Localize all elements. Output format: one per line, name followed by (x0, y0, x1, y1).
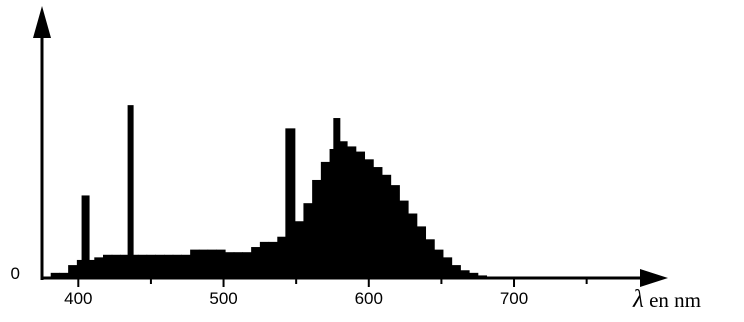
emission-line (127, 105, 134, 278)
continuum-bar (207, 249, 217, 278)
continuum-bar (268, 241, 278, 278)
continuum-bar (242, 252, 252, 278)
x-tick-label: 400 (64, 289, 92, 308)
continuum-bar (390, 185, 400, 278)
continuum-bar (277, 236, 287, 278)
continuum-bar (347, 146, 357, 278)
continuum-bar (408, 213, 418, 278)
y-tick-label: 0 (11, 264, 20, 283)
y-axis-arrow-icon (33, 6, 51, 38)
continuum-bar (425, 239, 435, 278)
continuum-bar (416, 226, 427, 278)
x-tick-label: 600 (355, 289, 383, 308)
continuum-bar (68, 265, 78, 278)
continuum-bar (137, 254, 148, 278)
continuum-bar (155, 254, 165, 278)
continuum-bar (172, 254, 183, 278)
continuum-bars (50, 141, 488, 278)
x-axis-title: λ en nm (632, 286, 701, 313)
continuum-bar (338, 141, 348, 278)
continuum-bar (233, 252, 244, 278)
continuum-bar (355, 151, 366, 278)
continuum-bar (373, 167, 383, 278)
continuum-bar (259, 241, 270, 278)
x-axis-ticks (77, 278, 588, 287)
continuum-bar (451, 265, 461, 278)
emission-line (333, 118, 341, 278)
continuum-bar (85, 259, 95, 278)
continuum-bar (146, 254, 156, 278)
continuum-bar (442, 257, 453, 278)
continuum-bar (76, 259, 87, 278)
x-axis (42, 269, 668, 287)
x-axis-symbol: λ (632, 286, 644, 313)
continuum-bar (469, 272, 479, 278)
continuum-bar (111, 254, 122, 278)
x-tick-label: 700 (500, 289, 528, 308)
continuum-bar (59, 272, 69, 278)
continuum-bar (164, 254, 174, 278)
continuum-bar (294, 221, 305, 278)
x-axis-unit: en nm (644, 288, 701, 312)
continuum-bar (381, 174, 392, 278)
continuum-bar (190, 249, 200, 278)
continuum-bar (303, 203, 313, 278)
continuum-bar (120, 254, 130, 278)
continuum-bar (460, 270, 470, 278)
continuum-bar (434, 249, 444, 278)
continuum-bar (129, 254, 139, 278)
continuum-bar (399, 200, 409, 278)
x-axis-arrow-icon (640, 269, 668, 287)
continuum-bar (198, 249, 209, 278)
continuum-bar (364, 159, 374, 278)
emission-line (285, 128, 296, 278)
continuum-bar (103, 254, 113, 278)
continuum-bar (225, 252, 235, 278)
x-tick-label: 500 (209, 289, 237, 308)
continuum-bar (320, 161, 331, 278)
tick-labels: 400 500 600 700 0 (11, 264, 529, 308)
continuum-bar (181, 254, 191, 278)
continuum-bar (216, 249, 226, 278)
continuum-bar (94, 257, 104, 278)
continuum-bar (50, 272, 61, 278)
continuum-bar (251, 247, 261, 278)
emission-line (81, 195, 90, 278)
y-axis (33, 6, 51, 280)
continuum-bar (312, 179, 322, 278)
emission-lines (81, 105, 341, 278)
